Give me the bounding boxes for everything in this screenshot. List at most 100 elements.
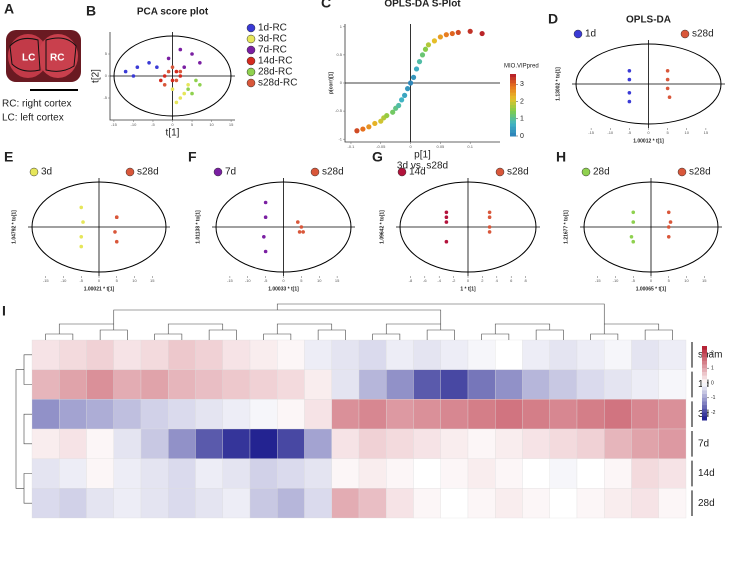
colorbar-step: [702, 375, 707, 380]
chart-title: OPLS-DA: [626, 15, 671, 26]
colorbar-step: [702, 368, 707, 373]
legend-marker: [213, 167, 223, 177]
point: [479, 30, 485, 37]
heatmap-cell: [249, 458, 278, 489]
heatmap-cell: [386, 428, 414, 459]
point: [178, 69, 183, 74]
point: [425, 42, 432, 48]
y-axis-label: p(corr)[1]: [328, 72, 334, 95]
colorbar-step: [510, 86, 516, 90]
heatmap-cell: [277, 339, 305, 370]
heatmap-cell: [413, 428, 441, 459]
y-axis-label: t[2]: [91, 69, 102, 83]
x-tick-label: 0: [650, 278, 653, 283]
point: [416, 59, 423, 65]
heatmap-cell: [168, 458, 196, 489]
point: [627, 99, 632, 104]
heatmap-cell: [522, 339, 550, 370]
x-tick-label: -5: [151, 122, 155, 127]
heatmap-cell: [113, 369, 142, 400]
point: [444, 239, 449, 244]
heatmap-cell: [522, 369, 550, 400]
heatmap-cell: [31, 428, 60, 459]
x-tick-label: 0.05: [436, 144, 445, 149]
x-tick-label: 5: [668, 278, 671, 283]
point: [410, 74, 417, 80]
colorbar-step: [510, 77, 516, 81]
legend-label: s28d: [137, 167, 159, 178]
heatmap-cell: [86, 458, 114, 489]
colorbar-step: [510, 108, 516, 112]
row-label: 7d: [698, 438, 709, 449]
heatmap-cell: [222, 458, 251, 489]
y-axis-label: 1.21677 * to[1]: [563, 210, 569, 244]
colorbar-step: [510, 114, 516, 118]
point: [422, 46, 429, 52]
colorbar-step: [702, 416, 707, 421]
heatmap-cell: [86, 428, 114, 459]
y-tick-label: 1: [340, 24, 343, 29]
x-tick-label: 15: [704, 130, 709, 135]
point: [667, 95, 672, 99]
x-tick-label: 10: [132, 278, 137, 283]
heatmap-cell: [195, 339, 223, 370]
x-axis-label: 1.00065 * t[1]: [636, 286, 667, 292]
legend-label: 28d: [593, 167, 610, 178]
heatmap-cell: [604, 488, 632, 519]
heatmap-cell: [576, 399, 605, 430]
heatmap-cell: [59, 369, 87, 400]
point: [360, 126, 366, 132]
point: [162, 83, 167, 87]
x-tick-label: 10: [317, 278, 322, 283]
x-tick-label: 15: [335, 278, 340, 283]
heatmap-cell: [576, 369, 605, 400]
heatmap-cell: [549, 458, 578, 489]
x-axis-label: 1.00012 * t[1]: [633, 138, 664, 144]
x-tick-label: -4: [437, 278, 441, 283]
heatmap-cell: [522, 399, 550, 430]
point: [666, 225, 671, 229]
heatmap-cell: [658, 369, 687, 400]
legend-label: s28d-RC: [258, 78, 297, 89]
heatmap-cell: [222, 339, 251, 370]
point: [190, 52, 194, 56]
y-axis-label: 1.01138 * to[1]: [195, 210, 201, 244]
point: [487, 230, 492, 234]
x-tick-label: 15: [702, 278, 707, 283]
heatmap-cell: [386, 399, 414, 430]
rc-label: RC: [50, 53, 64, 64]
point: [178, 74, 183, 78]
x-tick-label: 6: [510, 278, 513, 283]
y-tick-label: 0: [340, 80, 343, 85]
heatmap-cell: [277, 399, 305, 430]
heatmap-cell: [358, 458, 387, 489]
heatmap-cell: [168, 428, 196, 459]
colorbar-tick-label: 1: [711, 366, 714, 372]
region-outline: [9, 37, 77, 72]
heatmap-cell: [576, 339, 605, 370]
heatmap-cell: [549, 428, 578, 459]
heatmap-cell: [195, 488, 223, 519]
x-axis-label: 1 * t[1]: [460, 286, 476, 292]
heatmap-cell: [195, 458, 223, 489]
heatmap-cell: [358, 369, 387, 400]
x-tick-label: 5: [667, 130, 670, 135]
x-tick-label: 0: [282, 278, 285, 283]
point: [666, 210, 671, 215]
heatmap-cell: [631, 458, 659, 489]
x-tick-label: 15: [229, 122, 234, 127]
heatmap-cell: [222, 488, 251, 519]
y-tick-label: -1: [338, 136, 342, 141]
point: [170, 65, 175, 69]
heatmap-cell: [86, 488, 114, 519]
point: [155, 65, 159, 69]
colorbar-step: [510, 80, 516, 84]
heatmap-cell: [249, 369, 278, 400]
x-tick-label: 5: [300, 278, 303, 283]
legend-label: s28d: [692, 29, 714, 40]
heatmap-cell: [495, 428, 523, 459]
heatmap-cell: [576, 458, 605, 489]
heatmap-cell: [576, 428, 605, 459]
heatmap-cell: [113, 339, 142, 370]
x-tick-label: -8: [409, 278, 413, 283]
